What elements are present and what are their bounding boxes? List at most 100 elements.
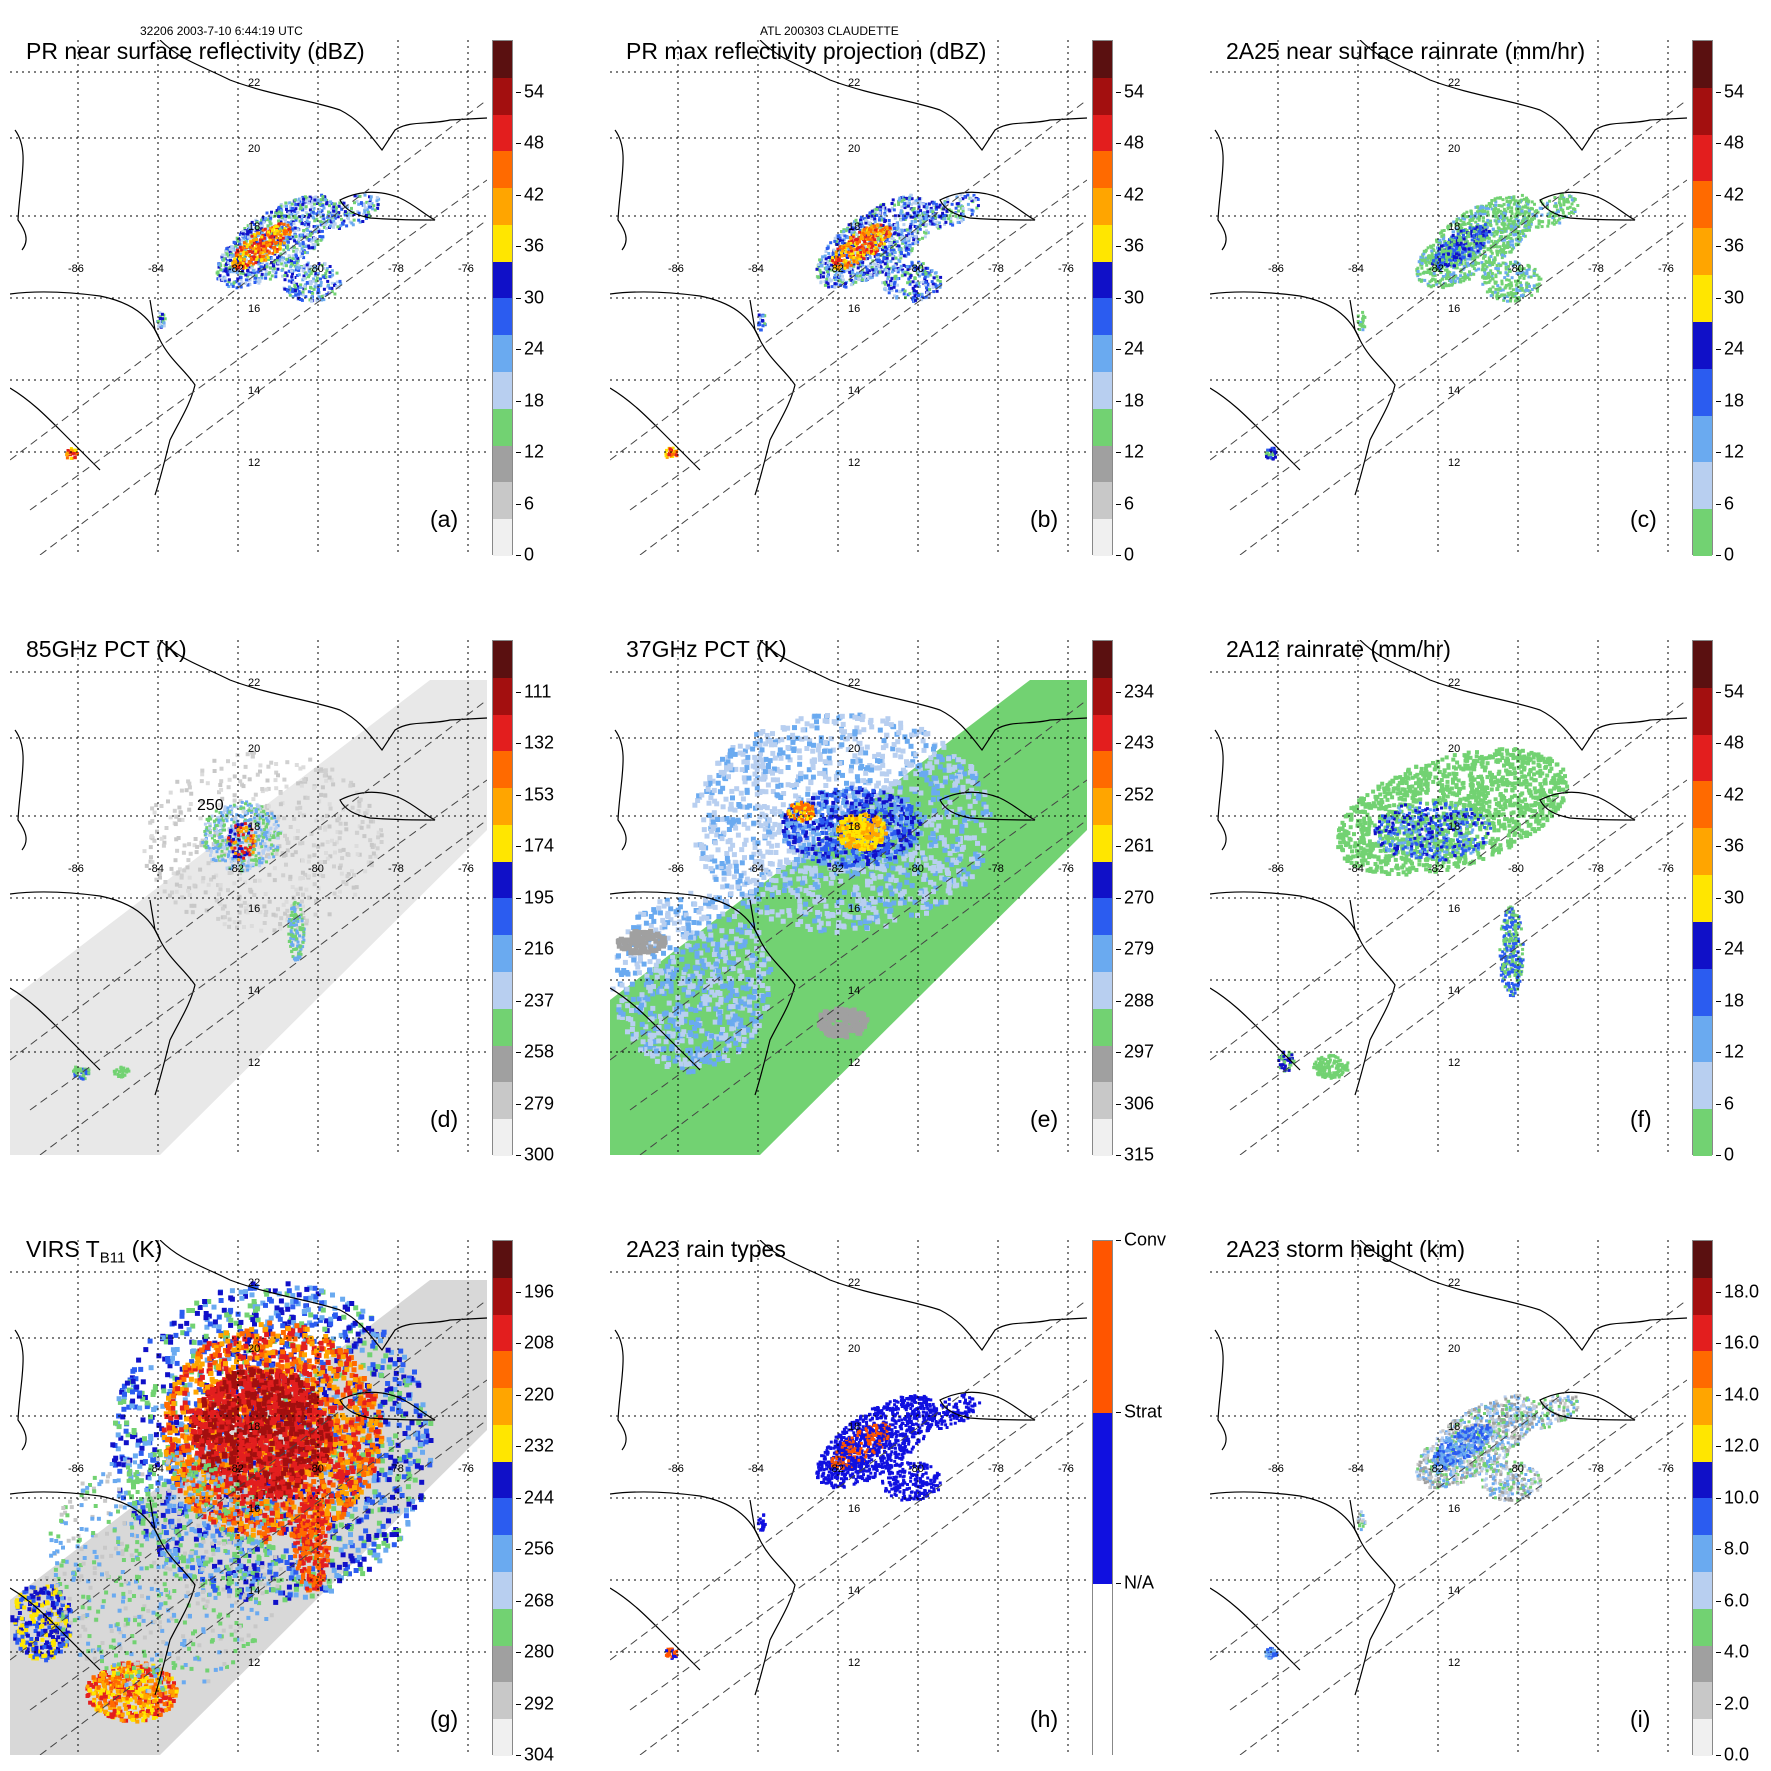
longitude-label: -78 <box>1588 1463 1604 1475</box>
cuba-coast <box>759 640 1087 752</box>
colorbar-segment <box>493 714 512 752</box>
colorbar-tick-mark <box>1716 846 1721 847</box>
colorbar-ticks: 54 48 42 36 30 24 18 12 6 0 <box>1116 40 1176 565</box>
panel-title: 2A23 storm height (km) <box>1226 1236 1465 1263</box>
coast-detail <box>149 899 161 941</box>
swath-edge-outer <box>639 1419 1087 1755</box>
colorbar-tick-mark <box>1116 1583 1121 1584</box>
colorbar-segment <box>1093 1045 1112 1083</box>
colorbar-segment <box>1693 1572 1712 1609</box>
panel-title-units: (K) <box>125 1236 163 1262</box>
colorbar-segment <box>1093 714 1112 752</box>
colorbar-tick-mark <box>1716 1343 1721 1344</box>
latitude-label: 14 <box>1448 985 1460 997</box>
colorbar-segment <box>1093 1119 1112 1156</box>
colorbar-tick-label: 279 <box>1124 939 1154 960</box>
latitude-label: 20 <box>248 743 260 755</box>
swath-edge-west <box>10 1299 487 1661</box>
colorbar-segment <box>1693 828 1712 876</box>
longitude-label: -84 <box>748 263 764 275</box>
latitude-label: 16 <box>248 903 260 915</box>
map-grid <box>10 640 487 1155</box>
central-america-coast <box>10 987 101 1071</box>
coastline <box>610 1240 1087 1696</box>
longitude-label: -86 <box>1268 263 1284 275</box>
colorbar-segment <box>1693 1277 1712 1315</box>
colorbar-tick-mark <box>1116 691 1121 693</box>
colorbar-tick-label: 12 <box>524 442 544 463</box>
colorbar-tick-label: 18 <box>1724 390 1744 411</box>
map-labels: -86 -84 -82 -80 -78 -76 22 20 18 16 14 12 <box>1268 1277 1674 1669</box>
colorbar-tick-mark <box>516 1755 521 1756</box>
latitude-label: 22 <box>248 677 260 689</box>
colorbar-segment <box>1093 261 1112 299</box>
cuba-coast <box>759 40 1087 152</box>
latitude-label: 16 <box>1448 903 1460 915</box>
colorbar-segment <box>1093 1082 1112 1120</box>
colorbar-tick-label: 24 <box>1124 339 1144 360</box>
longitude-label: -84 <box>148 1463 164 1475</box>
latitude-label: 20 <box>848 743 860 755</box>
central-america-coast <box>10 387 101 471</box>
panel-title-text: PR max reflectivity projection (dBZ) <box>626 38 986 64</box>
latitude-label: 16 <box>848 903 860 915</box>
swath-edge-west <box>1210 99 1687 461</box>
colorbar-segment <box>1693 1608 1712 1646</box>
colorbar-tick-label: 30 <box>1724 887 1744 908</box>
swath-edge-outer <box>1239 819 1687 1155</box>
colorbar-tick-label: 0 <box>1724 1145 1734 1166</box>
colorbar-tick-mark <box>1116 349 1121 350</box>
colorbar-tick-label: 196 <box>524 1281 554 1302</box>
colorbar-segment <box>1693 1535 1712 1573</box>
colorbar-tick-mark <box>1716 1755 1721 1756</box>
colorbar-tick-mark <box>516 143 521 144</box>
colorbar-segment <box>1093 677 1112 715</box>
colorbar-tick-label: 12 <box>1724 1042 1744 1063</box>
longitude-label: -82 <box>228 263 244 275</box>
longitude-label: -76 <box>458 863 474 875</box>
latitude-label: 14 <box>248 1585 260 1597</box>
colorbar-tick-label: 220 <box>524 1384 554 1405</box>
swath-edge-east <box>1229 179 1687 511</box>
coast-detail <box>1349 899 1361 941</box>
colorbar-tick-label: 18 <box>1124 390 1144 411</box>
central-america-coast <box>610 387 701 471</box>
latitude-label: 16 <box>248 303 260 315</box>
longitude-label: -78 <box>1588 263 1604 275</box>
map-area: -86 -84 -82 -80 -78 -76 22 20 18 16 14 12 <box>1210 640 1687 1155</box>
colorbar-segment <box>1693 1682 1712 1720</box>
swath-edge-west <box>1210 699 1687 1061</box>
map-labels: -86 -84 -82 -80 -78 -76 22 20 18 16 14 12 <box>68 677 474 1069</box>
colorbar-segment <box>493 788 512 825</box>
colorbar-tick-label: 234 <box>1124 681 1154 702</box>
colorbar-tick-label: 268 <box>524 1590 554 1611</box>
colorbar-tick-label: 252 <box>1124 784 1154 805</box>
colorbar-segment <box>1693 1424 1712 1462</box>
longitude-label: -82 <box>1428 1463 1444 1475</box>
longitude-label: -86 <box>1268 1463 1284 1475</box>
colorbar-tick-label: 0 <box>1724 545 1734 566</box>
colorbar-ticks: Conv Strat N/A <box>1116 1230 1176 1755</box>
colorbar-tick-label: 30 <box>1724 287 1744 308</box>
swath-edge-east <box>29 779 487 1111</box>
map-svg: -86 -84 -82 -80 -78 -76 22 20 18 16 14 12 <box>10 40 487 555</box>
colorbar-tick-mark <box>1116 91 1121 93</box>
swath-edge-outer <box>1239 219 1687 555</box>
colorbar-tick-label: 54 <box>1724 681 1744 702</box>
map-svg: -86 -84 -82 -80 -78 -76 22 20 18 16 14 12 <box>610 640 1087 1155</box>
colorbar-tick-mark <box>1716 503 1721 505</box>
longitude-label: -82 <box>228 863 244 875</box>
pr-swath-edges <box>610 99 1087 555</box>
longitude-label: -78 <box>388 263 404 275</box>
panel-title: 2A23 rain types <box>626 1236 786 1263</box>
coast-detail <box>149 299 161 341</box>
colorbar-segment <box>1693 368 1712 416</box>
honduras-coast <box>10 1491 196 1696</box>
colorbar-tick-mark <box>1116 1240 1121 1241</box>
latitude-label: 12 <box>848 1057 860 1069</box>
latitude-label: 20 <box>248 1343 260 1355</box>
latitude-label: 12 <box>1448 457 1460 469</box>
colorbar-tick-label: 16.0 <box>1724 1333 1759 1354</box>
coast-detail <box>149 1499 161 1541</box>
colorbar-tick-label: 48 <box>1724 133 1744 154</box>
